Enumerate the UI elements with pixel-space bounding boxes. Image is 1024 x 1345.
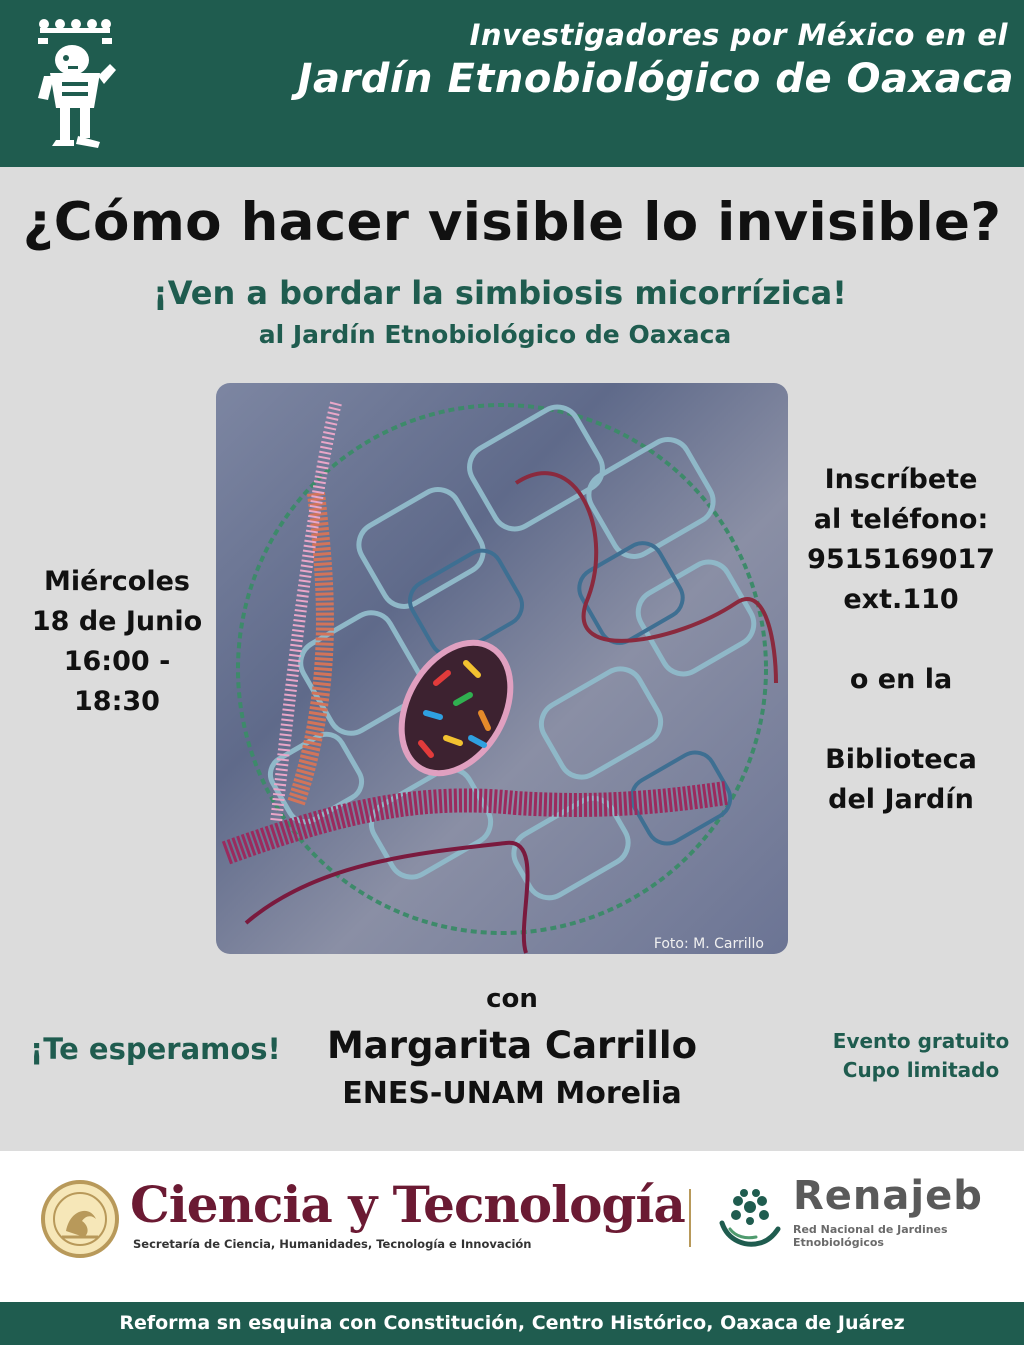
sponsor-divider — [689, 1189, 691, 1247]
ciencia-tecnologia-subtitle: Secretaría de Ciencia, Humanidades, Tecn… — [133, 1237, 532, 1251]
registration-line1: Inscríbete — [824, 464, 978, 495]
event-time: 16:00 - 18:30 — [63, 646, 171, 717]
registration-place1: Biblioteca — [825, 744, 977, 775]
footer-address: Reforma sn esquina con Constitución, Cen… — [119, 1312, 905, 1334]
registration-line2: al teléfono: — [813, 504, 989, 535]
renajeb-subtitle: Red Nacional de Jardines Etnobiológicos — [793, 1223, 948, 1249]
mexico-coat-of-arms-seal — [41, 1180, 119, 1258]
renajeb-flower-hand-icon — [719, 1189, 781, 1247]
registration-ext: ext.110 — [843, 584, 959, 615]
ciencia-tecnologia-title: Ciencia y Tecnología — [130, 1175, 686, 1234]
header-title: Jardín Etnobiológico de Oaxaca — [297, 56, 1014, 102]
registration-phone: 9515169017 — [807, 544, 995, 575]
presenter-name: Margarita Carrillo — [326, 1024, 698, 1067]
event-notes: Evento gratuito Cupo limitado — [826, 1027, 1016, 1085]
event-subtitle: ¡Ven a bordar la simbiosis micorrízica! — [153, 274, 847, 312]
embroidery-illustration — [221, 401, 778, 954]
header-subtitle: Investigadores por México en el — [469, 18, 1008, 52]
event-schedule: Miércoles 18 de Junio 16:00 - 18:30 — [22, 562, 212, 722]
event-day: Miércoles — [44, 566, 190, 597]
spacer — [806, 700, 996, 740]
mixtec-figure-logo — [38, 19, 116, 148]
embroidery-photo: Foto: M. Carrillo — [216, 383, 788, 954]
event-title: ¿Cómo hacer visible lo invisible? — [22, 192, 1002, 253]
header-banner: Investigadores por México en el Jardín E… — [0, 0, 1024, 167]
event-capacity-note: Cupo limitado — [842, 1058, 1000, 1082]
sponsors-bar: Ciencia y Tecnología Secretaría de Cienc… — [0, 1151, 1024, 1302]
presenter-with: con — [486, 984, 538, 1014]
event-free-note: Evento gratuito — [832, 1029, 1010, 1053]
registration-info: Inscríbete al teléfono: 9515169017 ext.1… — [806, 460, 996, 820]
registration-place2: del Jardín — [828, 784, 974, 815]
registration-or: o en la — [849, 664, 953, 695]
event-location-subtitle: al Jardín Etnobiológico de Oaxaca — [258, 320, 732, 349]
footer-banner: Reforma sn esquina con Constitución, Cen… — [0, 1302, 1024, 1345]
spacer — [806, 620, 996, 660]
presenter-affiliation: ENES-UNAM Morelia — [342, 1076, 682, 1111]
welcome-text: ¡Te esperamos! — [30, 1032, 281, 1066]
photo-credit: Foto: M. Carrillo — [653, 936, 764, 952]
event-date: 18 de Junio — [31, 606, 203, 637]
renajeb-title: Renajeb — [793, 1173, 983, 1219]
